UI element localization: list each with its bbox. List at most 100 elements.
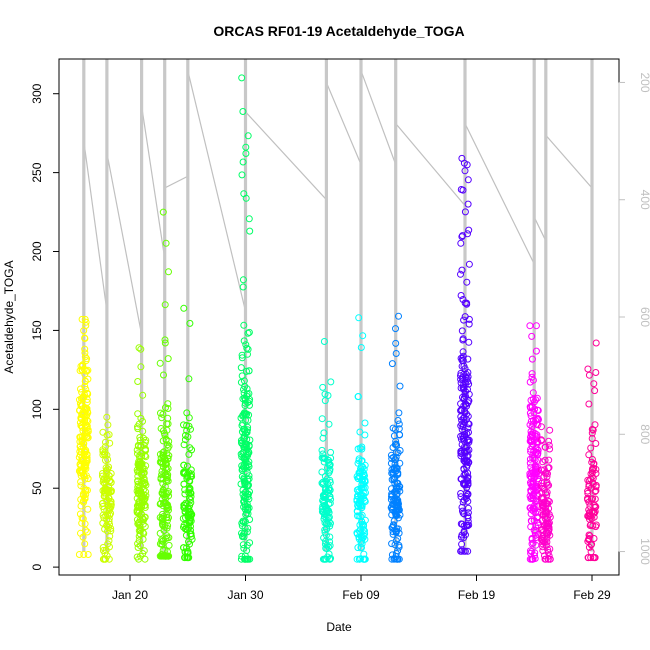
data-point	[318, 415, 326, 423]
data-point	[458, 416, 466, 424]
data-point	[319, 383, 327, 391]
pressure-profile-bar	[324, 59, 328, 552]
data-point	[320, 429, 328, 437]
data-point	[105, 431, 113, 439]
data-point	[77, 362, 85, 370]
data-point	[81, 429, 89, 437]
data-point	[585, 477, 593, 485]
data-point	[460, 454, 468, 462]
data-point	[83, 396, 91, 403]
data-point	[241, 382, 249, 390]
data-point	[161, 483, 169, 490]
y-tick-label: 200	[30, 241, 44, 261]
data-point	[585, 400, 593, 408]
data-point	[180, 421, 187, 429]
pressure-profile-bar	[243, 59, 248, 552]
data-point	[240, 498, 248, 506]
data-point	[531, 430, 539, 437]
data-point	[244, 506, 252, 514]
data-point	[458, 266, 466, 274]
data-point	[464, 176, 472, 184]
data-point	[361, 476, 369, 484]
data-point	[585, 451, 593, 459]
data-point	[528, 373, 536, 381]
data-point	[460, 457, 468, 465]
data-point	[137, 363, 145, 371]
data-point	[103, 552, 111, 560]
data-point	[592, 440, 600, 447]
x-tick-label: Jan 30	[227, 588, 263, 602]
data-point	[80, 551, 88, 558]
data-point	[528, 403, 536, 411]
data-point	[99, 451, 107, 459]
data-point	[157, 458, 165, 466]
data-point	[361, 496, 369, 504]
data-point	[141, 495, 149, 503]
data-point	[464, 491, 472, 499]
data-point	[157, 425, 165, 432]
data-point	[358, 540, 366, 548]
data-point	[457, 186, 465, 193]
data-point	[325, 500, 333, 508]
data-point	[356, 428, 364, 436]
data-point	[465, 226, 473, 234]
y-axis: 0 50 100 150 200 250 300	[30, 83, 60, 570]
data-point	[164, 441, 171, 449]
data-point	[460, 547, 468, 555]
data-point	[80, 419, 88, 427]
data-point	[532, 487, 539, 495]
data-point	[164, 444, 172, 452]
data-point	[160, 429, 168, 437]
data-point	[241, 396, 249, 404]
data-point	[241, 465, 248, 472]
data-point	[136, 434, 144, 441]
data-point	[587, 554, 595, 562]
data-point	[532, 347, 540, 355]
data-point	[387, 459, 395, 467]
data-point	[462, 388, 469, 395]
data-point	[587, 495, 595, 503]
data-point	[359, 492, 367, 500]
data-point	[134, 410, 142, 418]
data-point	[320, 338, 328, 345]
data-point	[546, 445, 554, 453]
data-point	[103, 451, 111, 459]
data-point	[389, 500, 397, 508]
data-point	[134, 423, 141, 431]
data-point	[184, 554, 192, 562]
data-point	[161, 301, 169, 309]
data-point	[544, 464, 552, 472]
data-point	[528, 548, 536, 556]
data-point	[465, 428, 472, 436]
data-point	[180, 441, 188, 449]
data-point	[77, 529, 84, 537]
data-point	[81, 335, 89, 342]
data-point	[464, 504, 472, 512]
data-point	[157, 409, 164, 417]
data-point	[81, 540, 89, 548]
data-point	[529, 504, 537, 512]
y-tick-label: 300	[30, 83, 44, 103]
x-tick-label: Jan 20	[112, 588, 148, 602]
data-point	[103, 521, 111, 529]
data-point	[239, 412, 246, 420]
right-tick-label: 200	[638, 72, 650, 92]
data-point	[135, 458, 143, 466]
data-point	[545, 505, 553, 512]
pressure-profile-bar	[590, 59, 594, 552]
data-point	[241, 555, 248, 563]
pressure-profile-bar	[394, 59, 398, 552]
data-point	[141, 446, 149, 454]
data-point	[77, 462, 85, 470]
data-point	[82, 318, 90, 326]
data-point	[357, 344, 365, 351]
data-point	[541, 443, 549, 451]
data-point	[326, 493, 333, 501]
data-point	[396, 382, 404, 390]
data-point	[539, 507, 547, 515]
data-point	[460, 510, 468, 518]
pressure-profile-bar	[82, 59, 86, 552]
data-point	[357, 501, 365, 508]
data-point	[243, 441, 251, 449]
data-point	[157, 500, 165, 507]
